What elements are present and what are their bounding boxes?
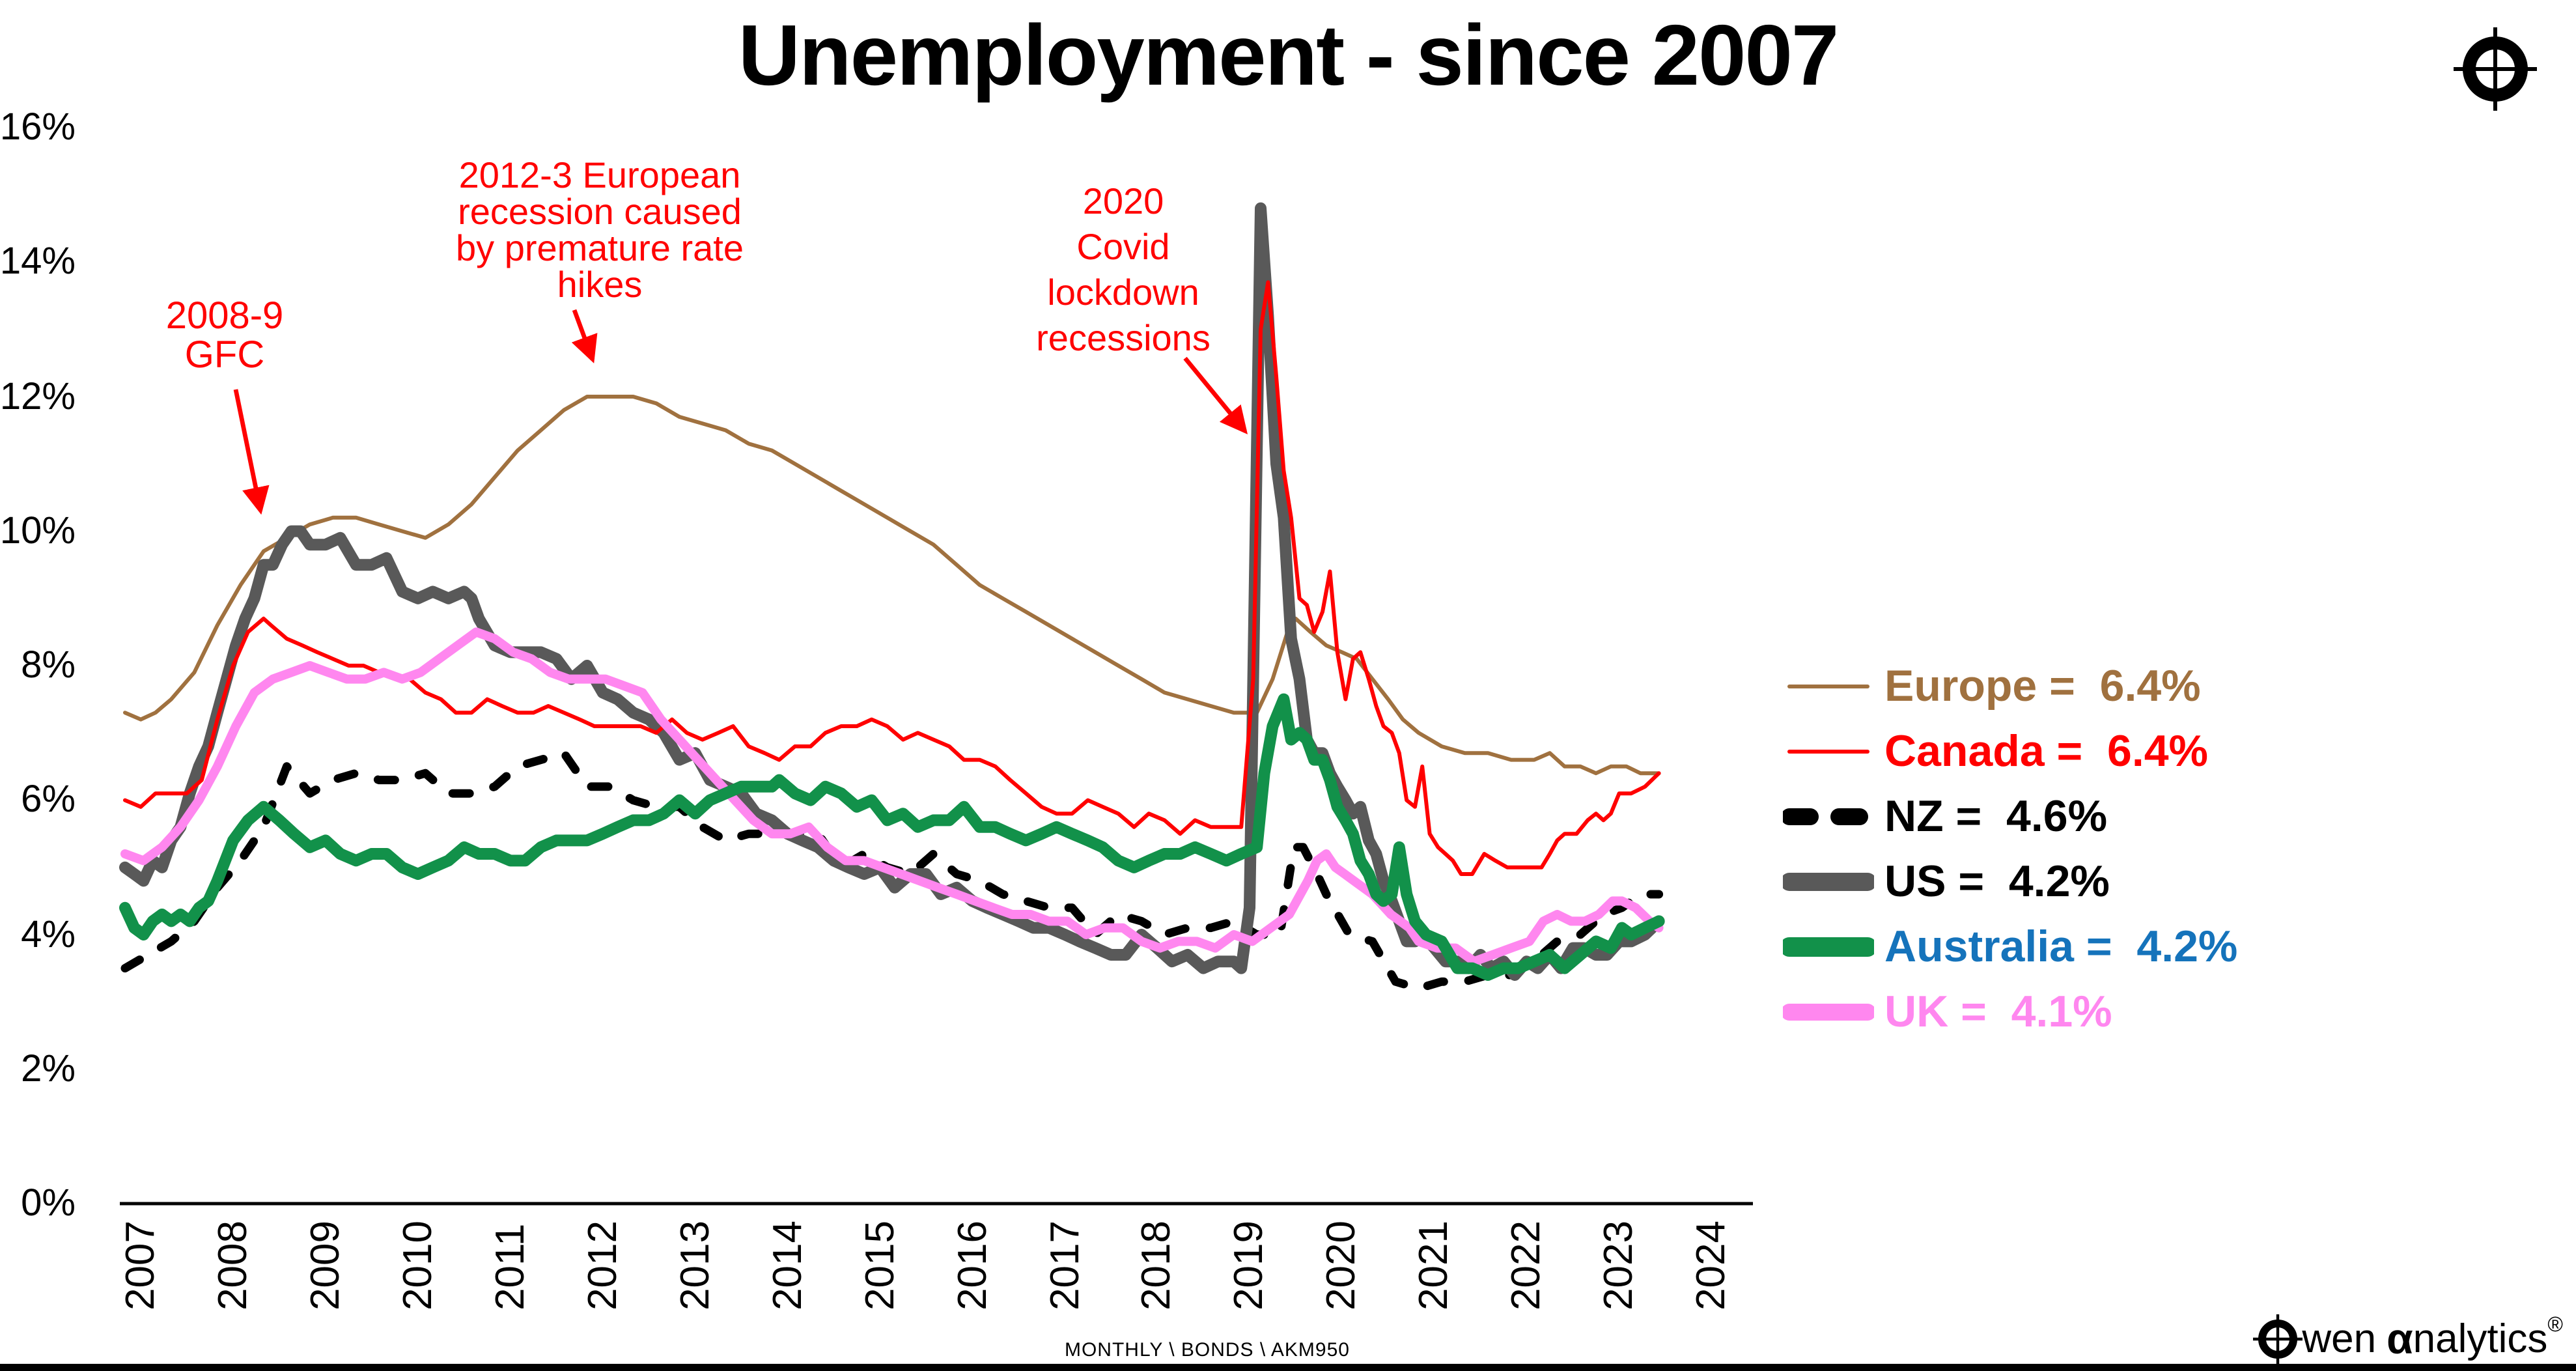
brand-alpha: α — [2387, 1314, 2413, 1363]
series-line-europe — [123, 395, 1661, 776]
legend-item-uk: UK = 4.1% — [1783, 983, 2564, 1041]
x-tick-label: 2009 — [301, 1221, 348, 1310]
legend-item-europe: Europe = 6.4% — [1783, 658, 2564, 715]
y-tick-label: 2% — [21, 1048, 76, 1090]
annotation-line: hikes — [557, 264, 643, 305]
legend-item-nz: NZ = 4.6% — [1783, 788, 2564, 845]
x-tick-label: 2010 — [394, 1221, 440, 1310]
chart-title: Unemployment - since 2007 — [738, 7, 1840, 103]
legend-label: UK = 4.1% — [1884, 987, 2112, 1036]
legend-label: Europe = 6.4% — [1884, 661, 2201, 711]
series-line-canada — [123, 280, 1661, 876]
x-tick-label: 2022 — [1503, 1221, 1549, 1310]
x-tick-label: 2011 — [486, 1223, 533, 1310]
legend-swatch — [1783, 1004, 1874, 1021]
y-tick-label: 14% — [0, 241, 76, 283]
annotation-line: 2008-9 — [165, 296, 284, 337]
x-tick-label: 2014 — [764, 1221, 810, 1310]
annotation-line: lockdown — [1047, 272, 1199, 313]
legend-label: Canada = 6.4% — [1884, 726, 2209, 776]
brand-registered-mark: ® — [2547, 1314, 2563, 1336]
legend-label: US = 4.2% — [1884, 856, 2110, 906]
y-tick-label: 0% — [21, 1183, 76, 1224]
legend-label: NZ = 4.6% — [1884, 791, 2108, 841]
annotation-arrow-gfc — [233, 389, 270, 515]
x-tick-label: 2012 — [579, 1221, 625, 1310]
annotation-line: 2012-3 European — [458, 155, 741, 195]
y-tick-label: 16% — [0, 107, 76, 148]
brand-logo: wen α nalytics ® — [2248, 1310, 2563, 1368]
annotation-line: 2020 — [1082, 181, 1164, 221]
legend-swatch — [1787, 685, 1869, 688]
annotation-line: recessions — [1036, 318, 1211, 358]
annotation-covid: 2020 Covid lockdown recessions — [990, 178, 1257, 361]
crosshair-logo-icon-small — [2252, 1314, 2303, 1364]
legend-swatch — [1783, 808, 1874, 825]
bottom-bar — [0, 1363, 2576, 1371]
x-tick-label: 2020 — [1318, 1221, 1364, 1310]
y-tick-label: 8% — [21, 645, 76, 686]
x-tick-label: 2017 — [1041, 1221, 1087, 1310]
legend-item-canada: Canada = 6.4% — [1783, 723, 2564, 780]
footer-note: MONTHLY \ BONDS \ AKM950 — [1064, 1339, 1350, 1361]
legend-swatch — [1787, 750, 1869, 754]
annotation-euro: 2012-3 European recession caused by premat… — [395, 155, 805, 305]
x-tick-label: 2013 — [671, 1221, 718, 1310]
annotation-line: Covid — [1076, 227, 1170, 267]
x-tick-label: 2016 — [949, 1221, 995, 1310]
legend-item-us: US = 4.2% — [1783, 853, 2564, 911]
legend-swatch — [1783, 873, 1874, 891]
legend-item-australia: Australia = 4.2% — [1783, 918, 2564, 976]
x-tick-label: 2007 — [117, 1221, 163, 1310]
legend-label: Australia = 4.2% — [1884, 922, 2238, 971]
series-line-uk — [120, 627, 1664, 967]
annotation-arrow-euro — [571, 309, 598, 363]
annotation-line: recession caused — [458, 191, 742, 232]
series-line-nz — [120, 748, 1664, 993]
y-tick-label: 6% — [21, 779, 76, 821]
series-line-australia — [119, 693, 1665, 981]
annotation-line: by premature rate — [456, 228, 744, 268]
x-tick-label: 2008 — [209, 1221, 255, 1310]
crosshair-logo-icon — [2454, 27, 2537, 111]
brand-name-suffix: nalytics — [2413, 1316, 2548, 1361]
x-tick-label: 2024 — [1688, 1221, 1734, 1310]
y-tick-label: 10% — [0, 510, 76, 552]
annotation-gfc: 2008-9 GFC — [111, 297, 339, 375]
x-tick-label: 2015 — [856, 1221, 903, 1310]
x-tick-label: 2019 — [1225, 1221, 1272, 1310]
legend-swatch — [1783, 937, 1874, 957]
x-tick-label: 2018 — [1133, 1221, 1179, 1310]
x-tick-label: 2023 — [1595, 1221, 1642, 1310]
y-tick-label: 12% — [0, 376, 76, 417]
x-tick-label: 2021 — [1410, 1221, 1457, 1310]
brand-name-prefix: wen — [2302, 1316, 2377, 1361]
y-tick-label: 4% — [21, 914, 76, 955]
annotation-arrow-covid — [1183, 356, 1248, 434]
annotation-line: GFC — [184, 335, 265, 376]
